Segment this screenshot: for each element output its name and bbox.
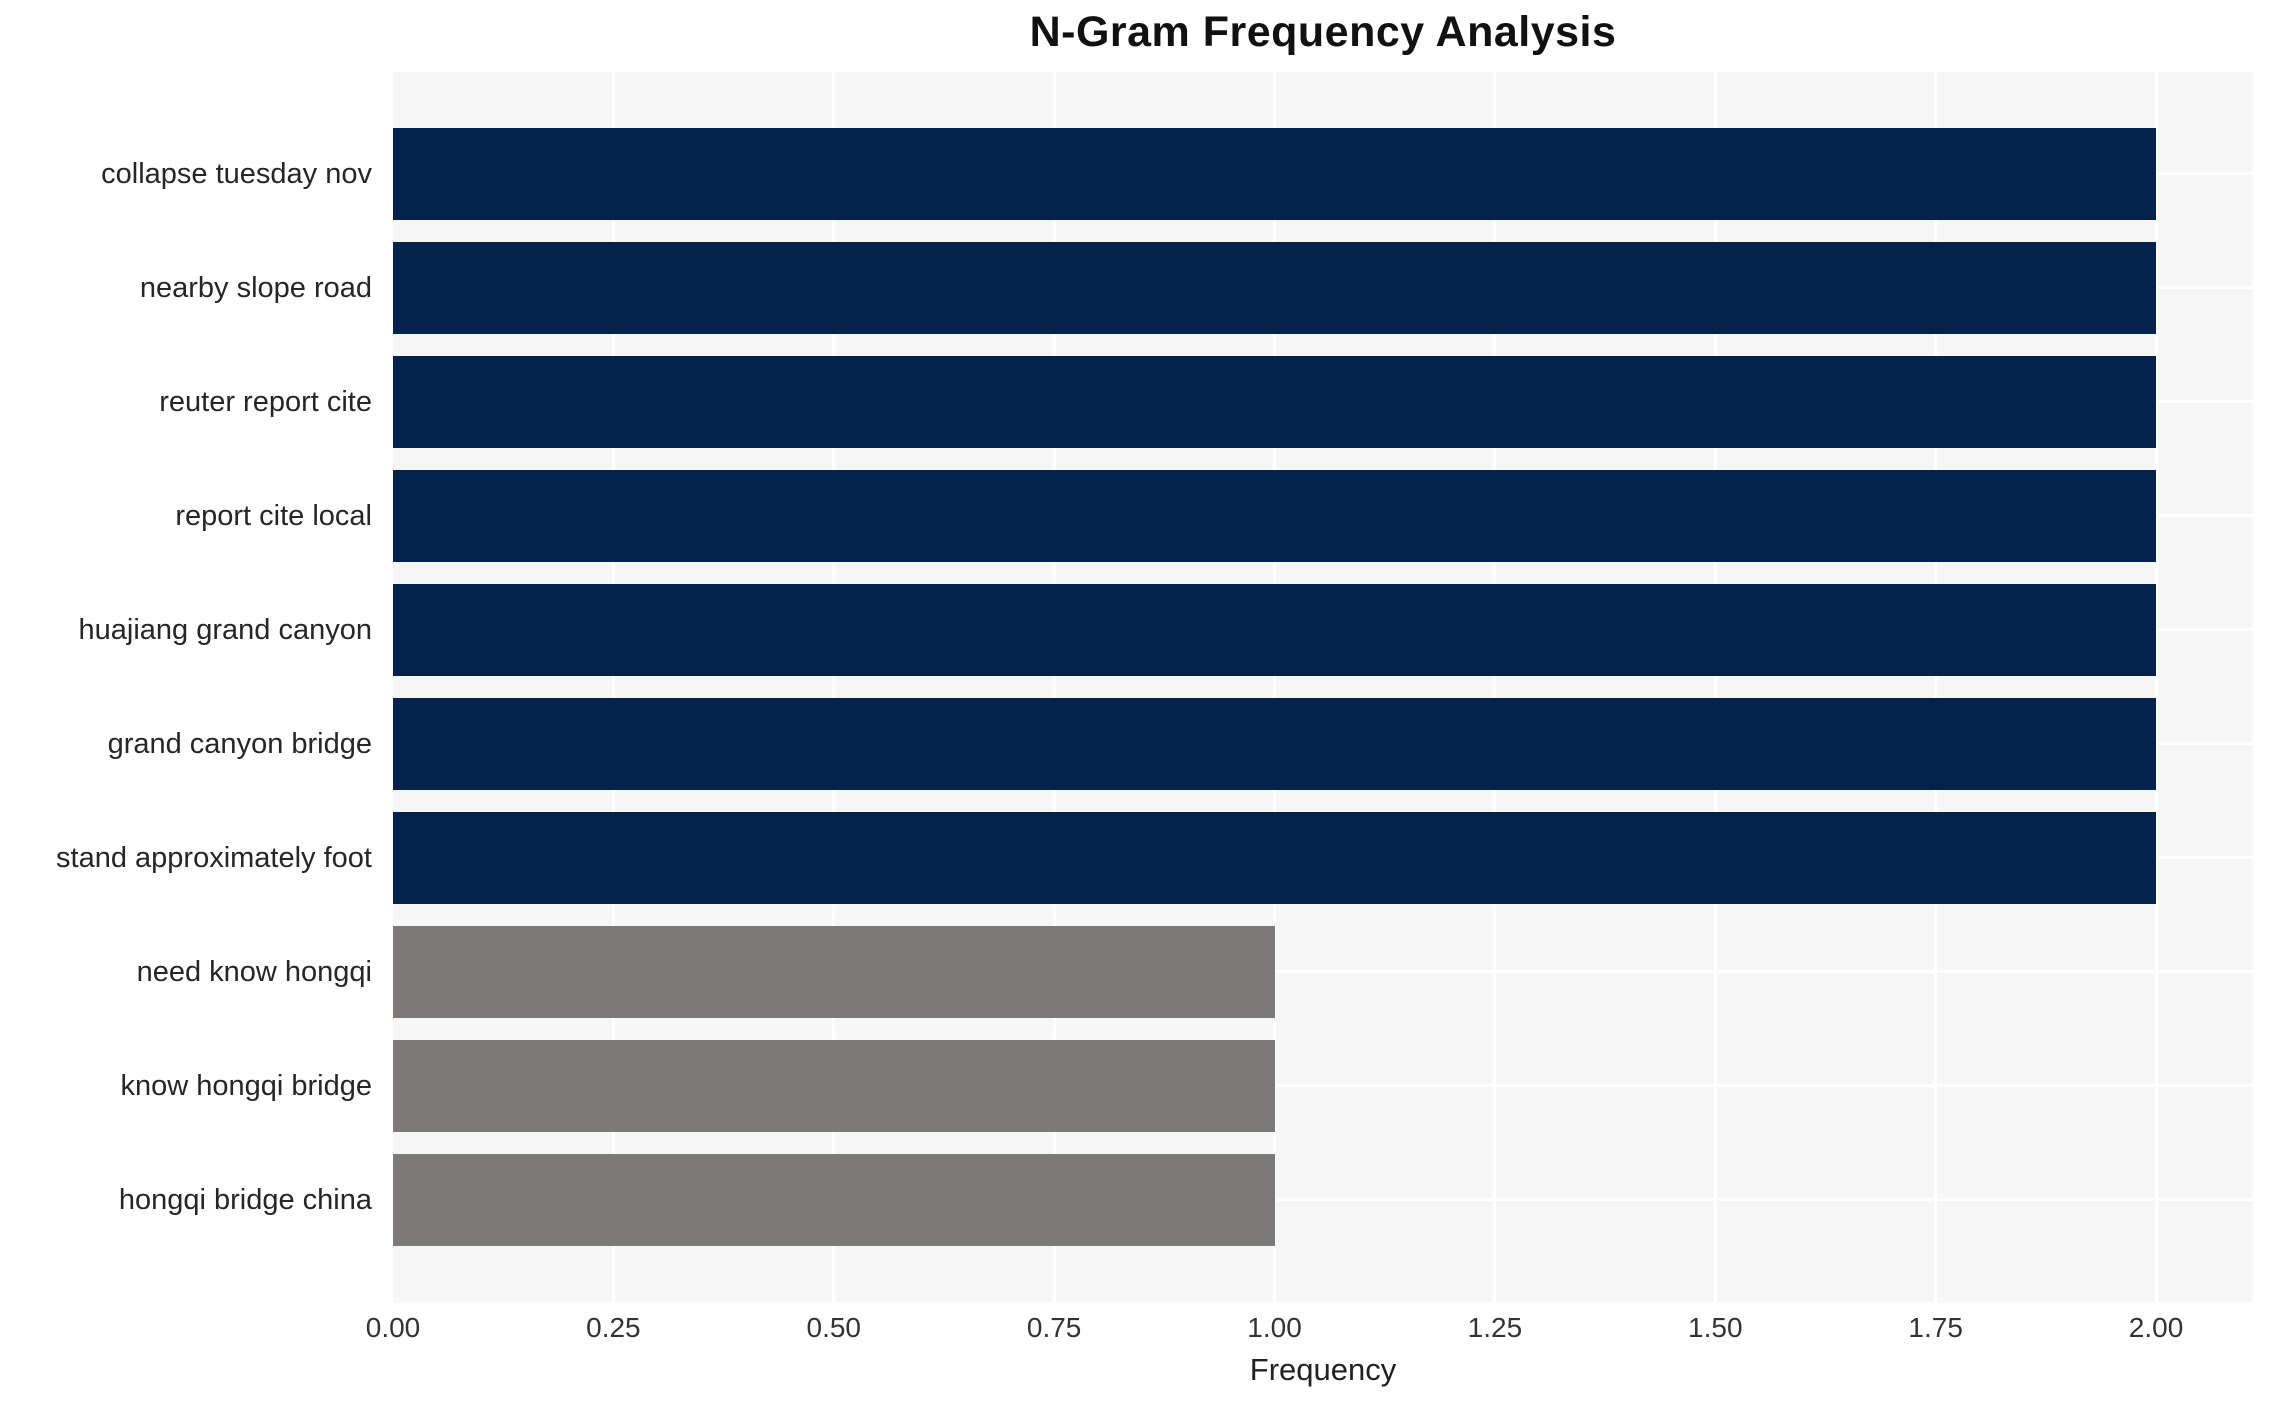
y-category-label: need know hongqi — [136, 956, 372, 988]
x-tick-label: 0.50 — [806, 1312, 862, 1343]
y-gridline — [393, 1198, 2253, 1201]
y-category-label: nearby slope road — [139, 272, 372, 304]
x-gridline — [2154, 72, 2158, 1302]
x-gridline — [832, 72, 836, 1302]
x-tick-label: 2.00 — [2128, 1312, 2184, 1343]
bar-stand-approximately-foot — [393, 812, 2157, 904]
x-tick-label: 1.25 — [1467, 1312, 1523, 1343]
y-category-label: collapse tuesday nov — [101, 158, 372, 190]
bar-report-cite-local — [393, 470, 2157, 562]
x-tick-label: 0.25 — [586, 1312, 641, 1343]
x-tick-label: 0.00 — [365, 1312, 421, 1343]
x-gridline — [611, 72, 615, 1302]
bar-huajiang-grand-canyon — [393, 584, 2157, 676]
bar-collapse-tuesday-nov — [393, 128, 2157, 220]
y-gridline — [393, 970, 2253, 973]
x-tick-label: 0.75 — [1026, 1312, 1082, 1343]
x-gridline — [1934, 72, 1938, 1302]
y-category-label: huajiang grand canyon — [78, 614, 372, 646]
x-tick-label: 1.75 — [1908, 1312, 1963, 1343]
x-gridline — [1052, 72, 1056, 1302]
x-gridline — [1493, 72, 1497, 1302]
bar-nearby-slope-road — [393, 242, 2157, 334]
y-gridline — [393, 1084, 2253, 1087]
chart-title: N-Gram Frequency Analysis — [1029, 8, 1617, 56]
y-category-label: stand approximately foot — [56, 842, 372, 874]
bar-hongqi-bridge-china — [393, 1154, 1275, 1246]
bar-need-know-hongqi — [393, 926, 1275, 1018]
x-gridline — [1273, 72, 1277, 1302]
y-category-label: reuter report cite — [159, 386, 372, 418]
bar-reuter-report-cite — [393, 356, 2157, 448]
bar-know-hongqi-bridge — [393, 1040, 1275, 1132]
y-category-label: report cite local — [175, 500, 372, 532]
x-tick-label: 1.50 — [1688, 1312, 1743, 1343]
y-category-label: know hongqi bridge — [120, 1070, 372, 1102]
x-gridline — [1713, 72, 1717, 1302]
y-category-label: grand canyon bridge — [107, 728, 372, 760]
y-category-label: hongqi bridge china — [118, 1184, 372, 1216]
plot-area — [393, 72, 2253, 1302]
x-axis-title: Frequency — [1249, 1352, 1397, 1387]
x-tick-label: 1.00 — [1247, 1312, 1302, 1343]
bar-grand-canyon-bridge — [393, 698, 2157, 790]
